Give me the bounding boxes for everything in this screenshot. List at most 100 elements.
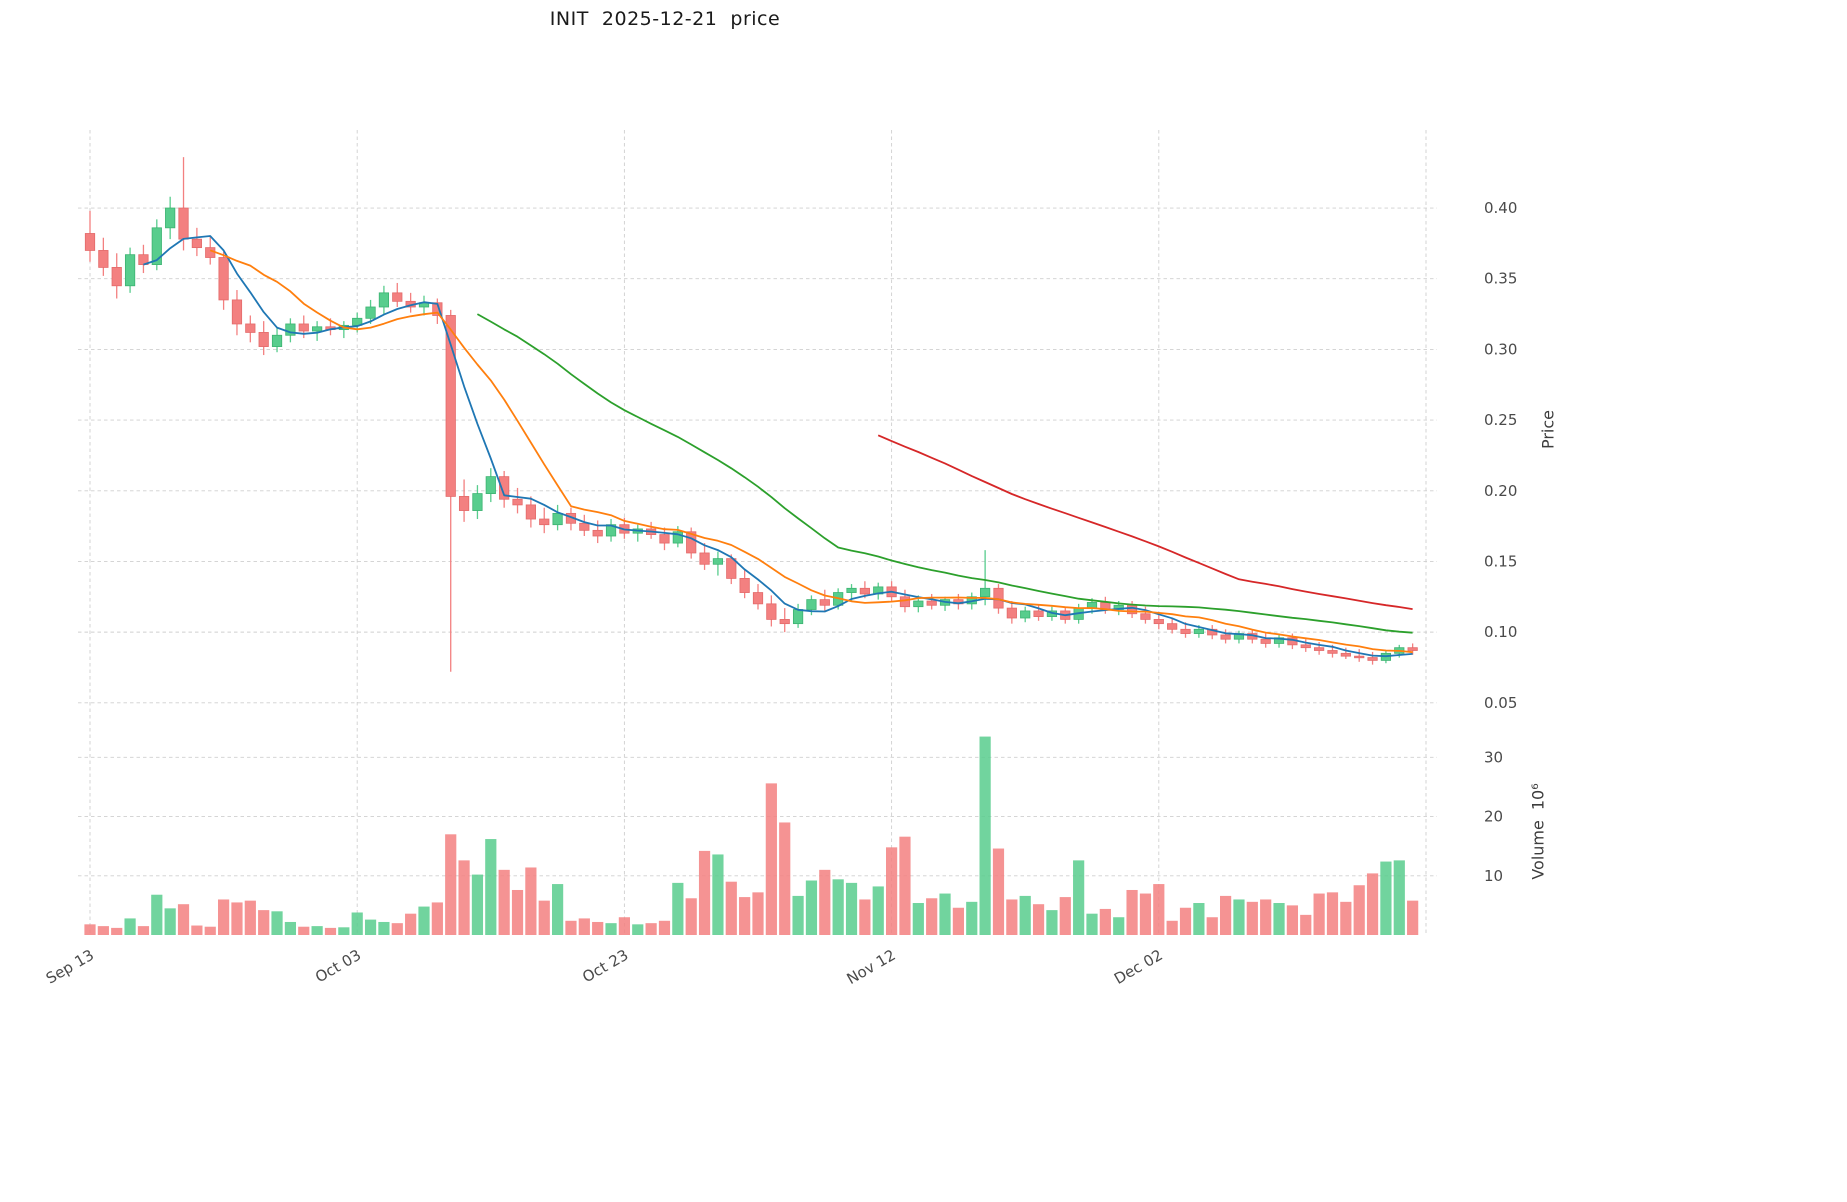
volume-bar <box>151 894 163 935</box>
volume-bar <box>431 902 443 935</box>
volume-bar <box>832 879 844 935</box>
volume-bar <box>672 882 684 935</box>
candle-body <box>1153 619 1164 625</box>
candle-body <box>245 323 256 333</box>
price-tick-label: 0.15 <box>1484 552 1517 570</box>
candle-body <box>512 498 523 506</box>
volume-bar <box>992 848 1005 935</box>
volume-bar <box>84 924 96 935</box>
gridlines <box>78 130 1437 935</box>
volume-bar <box>698 850 711 935</box>
volume-bar <box>164 908 176 935</box>
candle-body <box>432 302 443 316</box>
price-tick-label: 0.35 <box>1484 270 1517 288</box>
volume-bar <box>872 886 884 935</box>
volume-bar <box>819 869 831 935</box>
volume-tick-label: 30 <box>1484 748 1503 766</box>
candle-body <box>752 592 764 605</box>
volume-bar <box>244 900 256 935</box>
volume-bar <box>137 926 150 935</box>
date-tick-label: Oct 03 <box>312 946 364 986</box>
volume-bars-layer <box>84 736 1419 935</box>
candle-body <box>672 531 683 544</box>
volume-bar <box>632 924 644 935</box>
candle-body <box>205 247 216 258</box>
volume-bar <box>886 847 898 935</box>
volume-bar <box>1046 910 1058 935</box>
ma-line-MA5 <box>143 235 1413 658</box>
volume-bar <box>124 918 136 935</box>
volume-bar <box>471 874 484 935</box>
volume-bar <box>1393 860 1405 935</box>
volume-bar <box>498 869 510 935</box>
candle-body <box>285 323 296 336</box>
volume-bar <box>1126 889 1138 935</box>
price-tick-label: 0.20 <box>1484 482 1517 500</box>
volume-bar <box>364 919 377 935</box>
volume-bar <box>1193 903 1205 935</box>
volume-axis-label: Volume 10⁶ <box>1529 752 1548 912</box>
candle-body <box>1193 628 1204 634</box>
volume-bar <box>1273 903 1285 935</box>
candle-body <box>1314 647 1325 651</box>
date-tick-label: Sep 13 <box>43 946 97 988</box>
volume-bar <box>1006 899 1018 935</box>
candle-body <box>659 534 670 544</box>
volume-bar <box>645 923 657 935</box>
ma-line-MA60 <box>877 434 1413 610</box>
volume-bar <box>859 899 871 935</box>
volume-bar <box>899 836 911 935</box>
candle-body <box>1260 638 1271 644</box>
volume-bar <box>1326 892 1339 935</box>
volume-axis-label-text: Volume <box>1528 820 1548 880</box>
candle-body <box>1126 604 1138 615</box>
volume-bar <box>592 921 604 935</box>
volume-bar <box>725 881 737 935</box>
volume-bar <box>338 927 350 935</box>
candle-body <box>766 603 777 620</box>
price-tick-label: 0.40 <box>1484 199 1517 217</box>
volume-bar <box>845 882 858 935</box>
volume-bar <box>578 918 590 935</box>
volume-bar <box>912 903 924 935</box>
volume-bar <box>405 913 417 935</box>
volume-bar <box>1286 905 1298 935</box>
volume-bar <box>391 923 403 935</box>
candle-body <box>980 587 991 598</box>
candle-body <box>271 334 283 347</box>
volume-axis-scale-text: 10⁶ <box>1528 783 1548 811</box>
ma-line-MA10 <box>209 249 1413 654</box>
volume-bar <box>1099 908 1111 935</box>
volume-bar <box>605 923 617 935</box>
moving-averages-layer <box>143 235 1413 658</box>
candle-body <box>378 292 390 308</box>
volume-bar <box>271 911 283 935</box>
volume-bar <box>231 902 243 935</box>
volume-bar <box>258 910 270 935</box>
volume-bar <box>111 927 123 935</box>
volume-bar <box>1059 897 1071 935</box>
volume-bar <box>177 904 190 935</box>
volume-bar <box>739 897 751 935</box>
candle-body <box>926 600 937 606</box>
volume-tick-label: 20 <box>1484 808 1503 826</box>
volume-bar <box>204 926 216 935</box>
candle-body <box>792 609 804 625</box>
candle-body <box>1367 657 1378 661</box>
volume-tick-label: 10 <box>1484 867 1503 885</box>
volume-bar <box>926 898 938 935</box>
volume-bar <box>525 867 537 935</box>
volume-bar <box>752 892 764 935</box>
volume-bar <box>952 907 964 935</box>
candle-body <box>1033 610 1044 617</box>
candle-body <box>111 267 122 287</box>
candle-body <box>539 518 550 526</box>
volume-bar <box>979 736 991 935</box>
candle-body <box>899 596 911 608</box>
candle-body <box>712 558 724 565</box>
volume-bar <box>685 898 697 935</box>
volume-bar <box>97 926 109 935</box>
volume-bar <box>191 925 203 935</box>
candle-body <box>1340 652 1351 657</box>
